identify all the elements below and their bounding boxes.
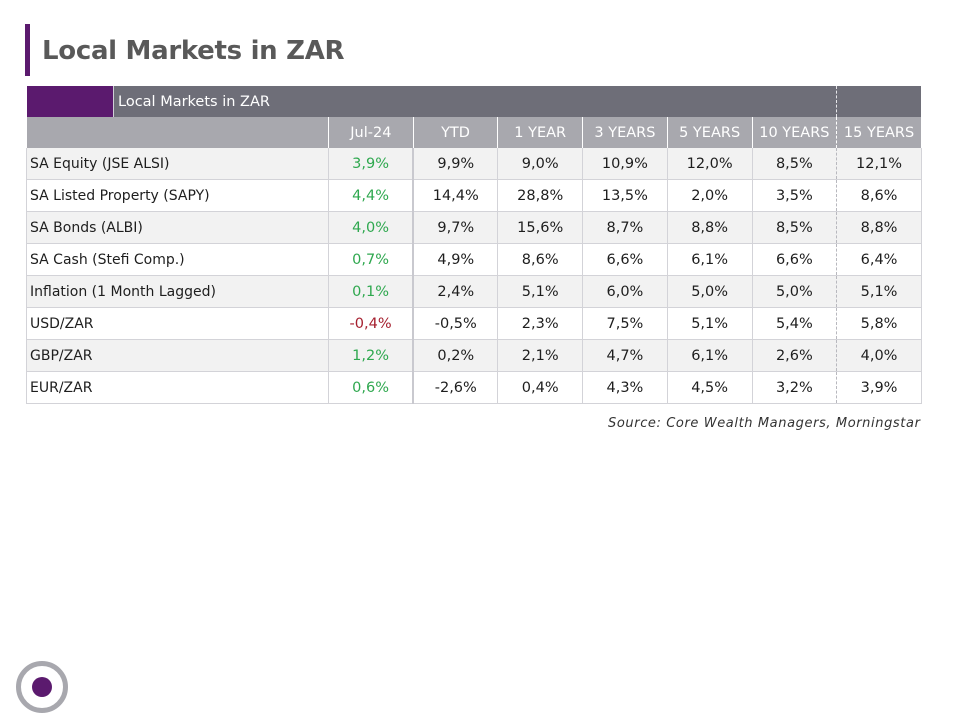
return-cell: 5,4% [752, 307, 838, 340]
return-cell: 12,1% [836, 148, 922, 180]
header-cell: Jul-24 [328, 117, 414, 148]
circle-logo-icon [16, 661, 68, 713]
return-cell: 6,4% [836, 243, 922, 276]
header-cell: 1 YEAR [497, 117, 584, 148]
page-title: Local Markets in ZAR [42, 36, 345, 66]
return-cell: 3,2% [752, 371, 838, 404]
row-label: Inflation (1 Month Lagged) [26, 275, 329, 308]
return-cell: 0,2% [413, 339, 499, 372]
return-cell: 6,1% [667, 339, 753, 372]
return-cell: -0,5% [413, 307, 499, 340]
row-label: SA Listed Property (SAPY) [26, 179, 329, 212]
table-row: GBP/ZAR 1,2% 0,2% 2,1% 4,7% 6,1% 2,6% 4,0% [26, 339, 922, 372]
row-label: GBP/ZAR [26, 339, 329, 372]
return-cell: 9,0% [497, 148, 584, 180]
return-cell: 3,5% [752, 179, 838, 212]
return-cell: 10,9% [582, 148, 668, 180]
return-cell: 4,7% [582, 339, 668, 372]
month-return-cell: 0,7% [328, 243, 415, 276]
return-cell: -2,6% [413, 371, 499, 404]
row-label: SA Cash (Stefi Comp.) [26, 243, 329, 276]
return-cell: 9,7% [413, 211, 499, 244]
month-return-cell: 0,6% [328, 371, 415, 404]
return-cell: 4,0% [836, 339, 922, 372]
banner-end [836, 86, 922, 117]
return-cell: 8,8% [836, 211, 922, 244]
return-cell: 2,1% [497, 339, 584, 372]
table-row: USD/ZAR -0,4% -0,5% 2,3% 7,5% 5,1% 5,4% 5,8% [26, 307, 922, 340]
return-cell: 6,6% [752, 243, 838, 276]
title-accent-bar [25, 24, 30, 76]
return-cell: 8,6% [497, 243, 584, 276]
header-cell: 15 YEARS [836, 117, 922, 148]
banner-swatch [26, 86, 114, 117]
header-cell-name [26, 117, 329, 148]
return-cell: 28,8% [497, 179, 584, 212]
table-row: SA Equity (JSE ALSI) 3,9% 9,9% 9,0% 10,9% 12,… [26, 148, 922, 180]
table-row: SA Listed Property (SAPY) 4,4% 14,4% 28,8% 1… [26, 179, 922, 212]
row-label: USD/ZAR [26, 307, 329, 340]
month-return-cell: 4,0% [328, 211, 415, 244]
table-row: SA Cash (Stefi Comp.) 0,7% 4,9% 8,6% 6,6% 6,1… [26, 243, 922, 276]
return-cell: 6,0% [582, 275, 668, 308]
logo-dot [32, 677, 52, 697]
return-cell: 8,5% [752, 211, 838, 244]
return-cell: 5,1% [836, 275, 922, 308]
source-note: Source: Core Wealth Managers, Morningsta… [608, 416, 921, 431]
month-return-cell: 1,2% [328, 339, 415, 372]
return-cell: 2,4% [413, 275, 499, 308]
return-cell: 9,9% [413, 148, 499, 180]
return-cell: 3,9% [836, 371, 922, 404]
row-label: SA Bonds (ALBI) [26, 211, 329, 244]
return-cell: 2,6% [752, 339, 838, 372]
return-cell: 2,0% [667, 179, 753, 212]
table-header-row: Jul-24 YTD 1 YEAR 3 YEARS 5 YEARS 10 YEARS 15 … [26, 117, 922, 148]
banner-fill [752, 86, 838, 117]
month-return-cell: -0,4% [328, 307, 415, 340]
return-cell: 5,8% [836, 307, 922, 340]
return-cell: 4,3% [582, 371, 668, 404]
return-cell: 7,5% [582, 307, 668, 340]
row-label: EUR/ZAR [26, 371, 329, 404]
row-label: SA Equity (JSE ALSI) [26, 148, 329, 180]
return-cell: 4,9% [413, 243, 499, 276]
return-cell: 4,5% [667, 371, 753, 404]
table-row: SA Bonds (ALBI) 4,0% 9,7% 15,6% 8,7% 8,8% 8,5%… [26, 211, 922, 244]
markets-table: Local Markets in ZAR Jul-24 YTD 1 YEAR 3 YE… [26, 86, 922, 404]
return-cell: 2,3% [497, 307, 584, 340]
return-cell: 6,1% [667, 243, 753, 276]
table-row: EUR/ZAR 0,6% -2,6% 0,4% 4,3% 4,5% 3,2% 3,9% [26, 371, 922, 404]
return-cell: 6,6% [582, 243, 668, 276]
table-banner: Local Markets in ZAR [26, 86, 922, 117]
month-return-cell: 0,1% [328, 275, 415, 308]
return-cell: 5,1% [667, 307, 753, 340]
table-body: SA Equity (JSE ALSI) 3,9% 9,9% 9,0% 10,9% 12,… [26, 148, 922, 404]
return-cell: 15,6% [497, 211, 584, 244]
header-cell: YTD [413, 117, 499, 148]
return-cell: 5,0% [667, 275, 753, 308]
return-cell: 5,1% [497, 275, 584, 308]
markets-table-container: Local Markets in ZAR Jul-24 YTD 1 YEAR 3 YE… [26, 86, 922, 404]
return-cell: 12,0% [667, 148, 753, 180]
header-cell: 10 YEARS [752, 117, 838, 148]
return-cell: 8,7% [582, 211, 668, 244]
month-return-cell: 4,4% [328, 179, 415, 212]
return-cell: 13,5% [582, 179, 668, 212]
banner-label: Local Markets in ZAR [113, 86, 753, 117]
return-cell: 14,4% [413, 179, 499, 212]
return-cell: 8,8% [667, 211, 753, 244]
header-cell: 3 YEARS [582, 117, 668, 148]
return-cell: 8,5% [752, 148, 838, 180]
header-cell: 5 YEARS [667, 117, 753, 148]
table-row: Inflation (1 Month Lagged) 0,1% 2,4% 5,1% 6,… [26, 275, 922, 308]
return-cell: 0,4% [497, 371, 584, 404]
return-cell: 8,6% [836, 179, 922, 212]
return-cell: 5,0% [752, 275, 838, 308]
month-return-cell: 3,9% [328, 148, 415, 180]
